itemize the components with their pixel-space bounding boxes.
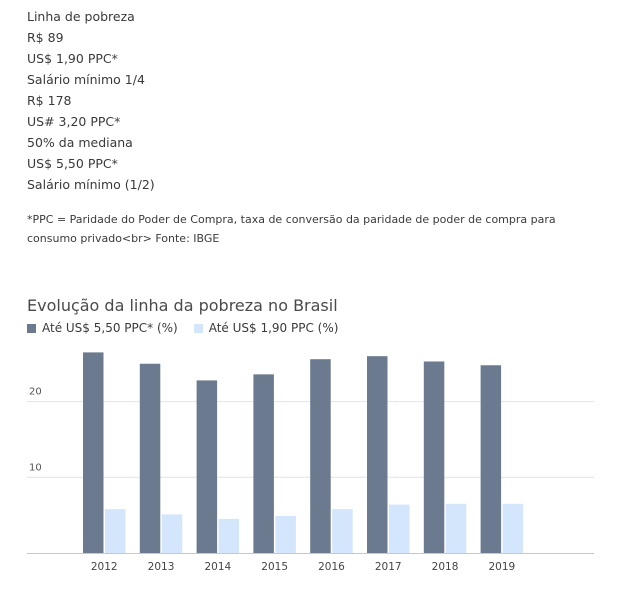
- poverty-line-info-list: Linha de pobreza R$ 89 US$ 1,90 PPC* Sal…: [27, 6, 155, 195]
- legend-label: Até US$ 5,50 PPC* (%): [42, 321, 178, 335]
- info-item: R$ 178: [27, 93, 72, 108]
- chart-legend: Até US$ 5,50 PPC* (%) Até US$ 1,90 PPC (…: [27, 321, 354, 335]
- info-item: Salário mínimo 1/4: [27, 72, 145, 87]
- bar-5-50-ppc: [83, 352, 104, 553]
- info-item: 50% da mediana: [27, 135, 133, 150]
- x-tick-label: 2018: [432, 561, 459, 573]
- bar-1-90-ppc: [389, 504, 410, 553]
- bar-1-90-ppc: [275, 515, 296, 553]
- info-item: Linha de pobreza: [27, 9, 135, 24]
- x-tick-label: 2014: [204, 561, 231, 573]
- info-item: US$ 5,50 PPC*: [27, 156, 118, 171]
- bar-1-90-ppc: [332, 509, 353, 553]
- bar-5-50-ppc: [139, 363, 161, 553]
- footnote: *PPC = Paridade do Poder de Compra, taxa…: [27, 213, 556, 245]
- bar-5-50-ppc: [480, 365, 502, 553]
- x-tick-label: 2019: [488, 561, 515, 573]
- bar-1-90-ppc: [161, 514, 183, 553]
- bar-1-90-ppc: [105, 509, 126, 553]
- bar-5-50-ppc: [310, 359, 331, 553]
- x-tick-label: 2012: [91, 561, 118, 573]
- bar-5-50-ppc: [367, 356, 388, 553]
- bar-chart: 10 20 2012 2013 2014 2015 2016 2017 2018 2019: [27, 352, 594, 573]
- info-item: R$ 89: [27, 30, 64, 45]
- x-tick-label: 2016: [318, 561, 345, 573]
- bar-1-90-ppc: [445, 503, 467, 553]
- y-tick-label: 10: [29, 462, 42, 473]
- info-item: US$ 1,90 PPC*: [27, 51, 118, 66]
- info-item: US# 3,20 PPC*: [27, 114, 121, 129]
- legend-swatch-dark: [27, 323, 36, 333]
- x-tick-label: 2017: [375, 561, 402, 573]
- bar-5-50-ppc: [253, 374, 274, 553]
- bar-5-50-ppc: [196, 380, 218, 553]
- legend-label: Até US$ 1,90 PPC (%): [208, 321, 339, 335]
- bar-1-90-ppc: [502, 503, 524, 553]
- bar-1-90-ppc: [218, 518, 240, 553]
- legend-swatch-light: [193, 323, 203, 333]
- chart-title: Evolução da linha da pobreza no Brasil: [27, 296, 338, 315]
- x-tick-label: 2015: [261, 561, 288, 573]
- info-item: Salário mínimo (1/2): [27, 177, 155, 192]
- x-tick-label: 2013: [148, 561, 175, 573]
- legend-entry-series-2: Até US$ 1,90 PPC (%): [193, 321, 339, 335]
- y-tick-label: 20: [29, 387, 42, 398]
- legend-entry-series-1: Até US$ 5,50 PPC* (%): [27, 321, 178, 335]
- bar-5-50-ppc: [423, 361, 445, 553]
